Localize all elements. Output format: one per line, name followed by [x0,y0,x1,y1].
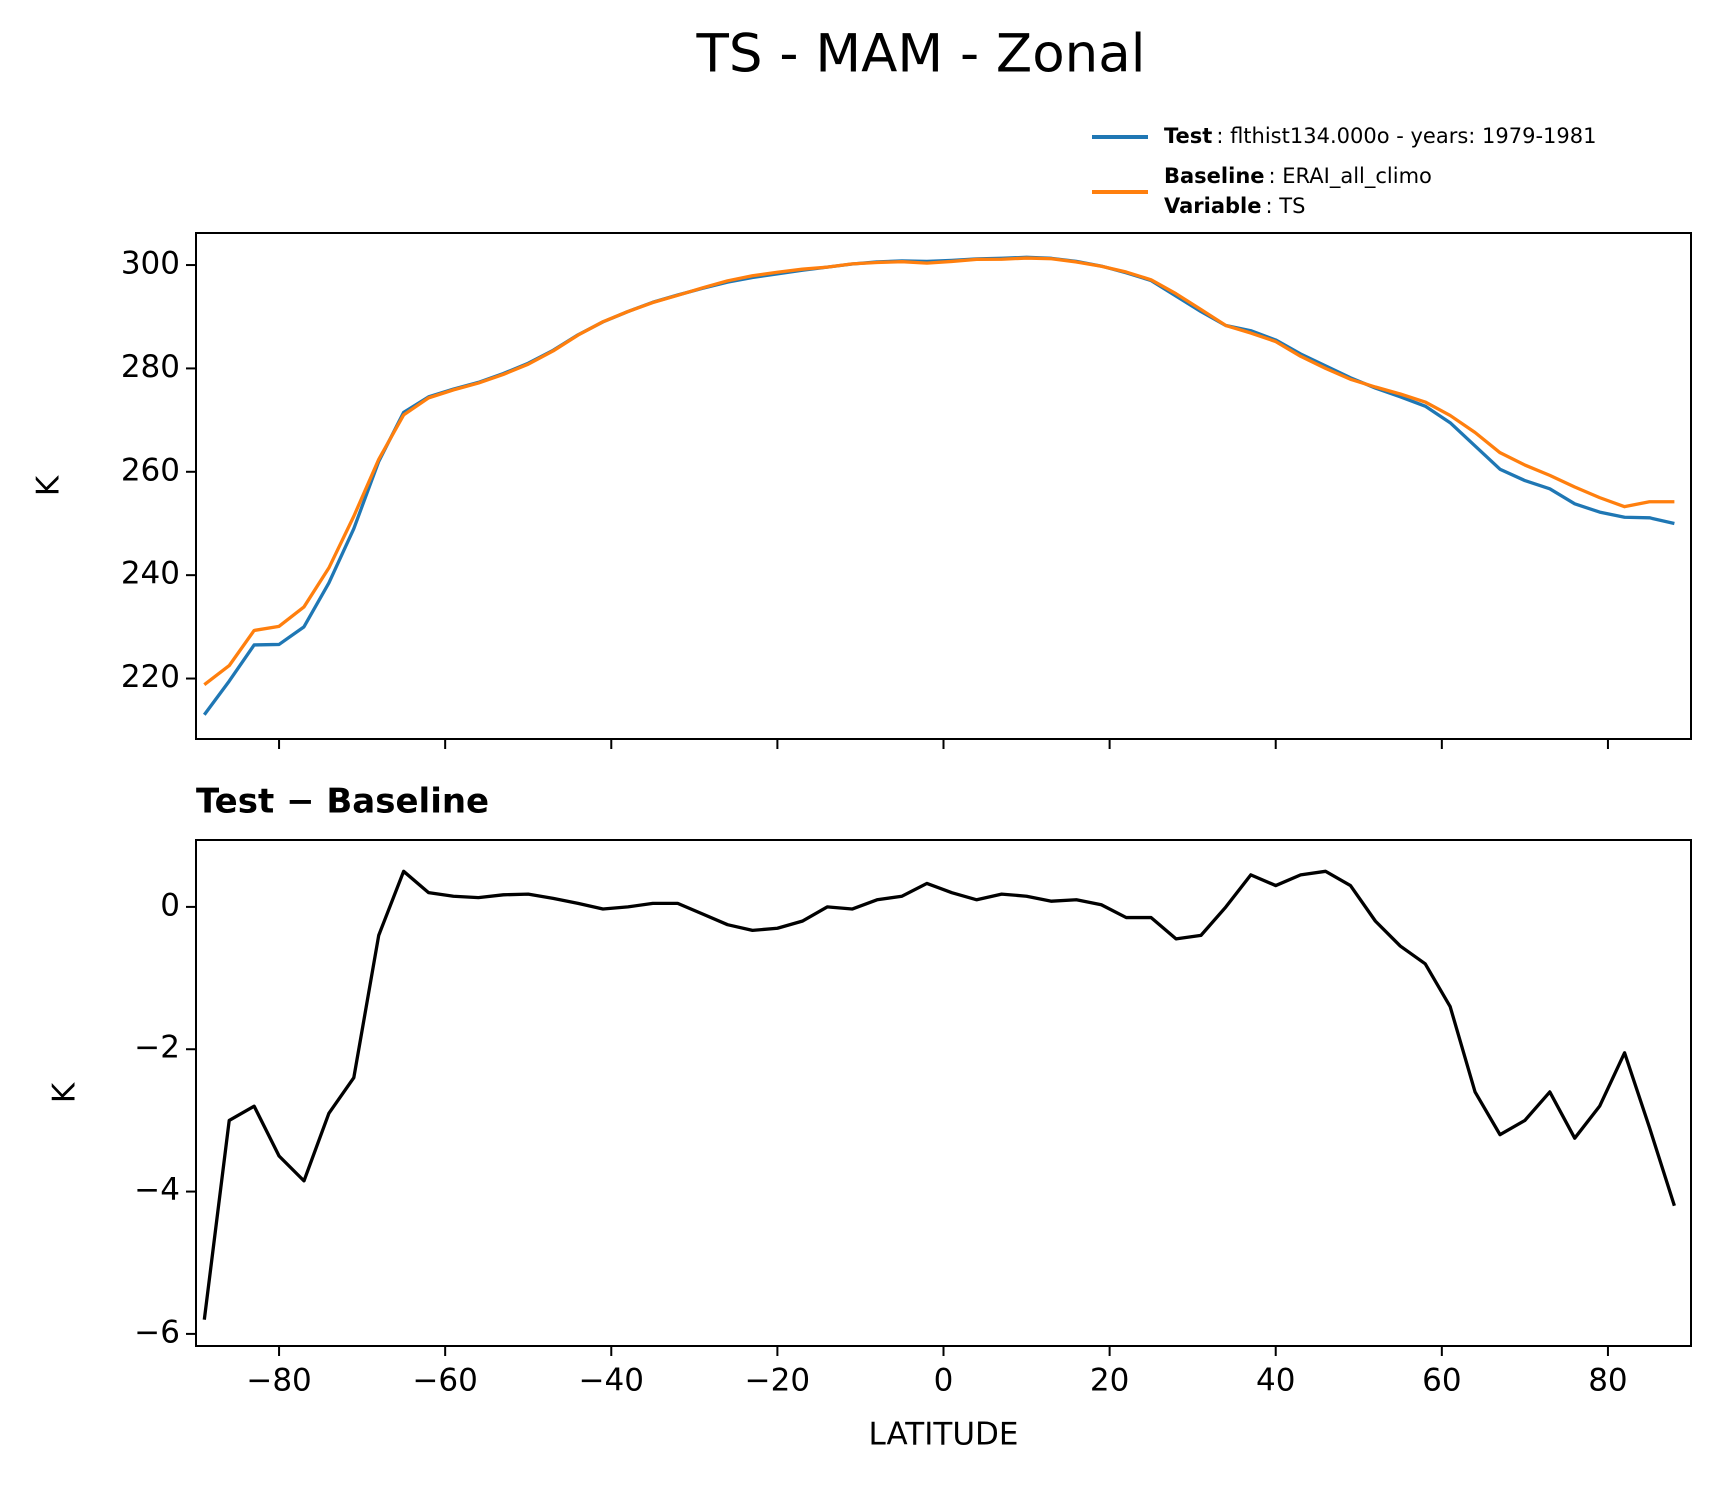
y-tick-label: 260 [121,452,180,488]
legend-text: Variable: TS [1164,194,1305,218]
axes-frame [195,232,1692,740]
axes-frame [195,839,1692,1347]
y-tick-label: 240 [121,556,180,592]
legend-name: Variable [1164,194,1261,218]
x-tick-label: −80 [246,1363,311,1399]
y-axis-label: K [47,1082,83,1103]
x-tick-label: −60 [412,1363,477,1399]
legend-text: Baseline: ERAI_all_climo [1164,164,1432,189]
x-tick-label: 60 [1422,1363,1461,1399]
x-tick-label: 80 [1588,1363,1627,1399]
legend-desc: : flthist134.000o - years: 1979-1981 [1216,124,1596,148]
y-tick-label: 280 [121,349,180,385]
y-axis-label: K [31,475,67,496]
x-tick-label: −20 [745,1363,810,1399]
y-tick-label: −6 [134,1314,180,1350]
y-tick-label: −4 [134,1172,180,1208]
figure-title: TS - MAM - Zonal [696,24,1146,85]
subplot-title: Test − Baseline [196,782,489,822]
data-line [203,256,1675,687]
x-axis-label: LATITUDE [869,1417,1019,1453]
data-line [202,869,1676,1320]
y-tick-label: 300 [121,246,180,282]
legend-name: Test [1164,124,1212,148]
y-tick-label: −2 [134,1030,180,1066]
x-tick-label: 0 [934,1363,954,1399]
data-line [202,255,1675,716]
x-tick-label: 40 [1256,1363,1295,1399]
x-tick-label: 20 [1090,1363,1129,1399]
legend-name: Baseline [1164,164,1265,188]
x-tick-label: −40 [579,1363,644,1399]
legend-desc: : TS [1265,194,1305,218]
legend-desc: : ERAI_all_climo [1269,164,1432,189]
legend-text: Test: flthist134.000o - years: 1979-1981 [1164,124,1596,148]
y-tick-label: 0 [160,887,180,923]
y-tick-label: 220 [121,659,180,695]
